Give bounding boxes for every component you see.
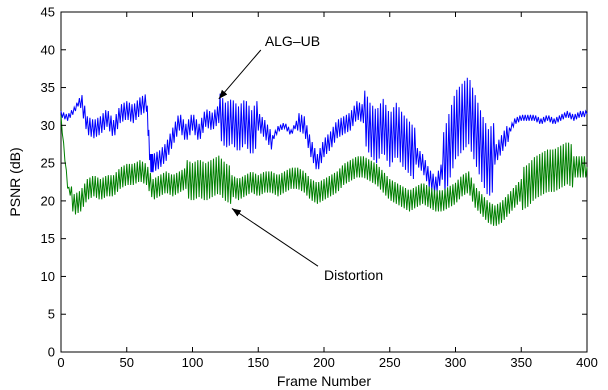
series-line-2 [60, 115, 588, 226]
series-line-1 [60, 77, 588, 196]
series-layer [60, 77, 588, 226]
annotation-arrow-2 [231, 208, 319, 267]
x-tick-label: 400 [576, 355, 598, 370]
x-tick-label: 250 [379, 355, 401, 370]
annotation-label-1: ALG–UB [265, 33, 320, 49]
x-tick-label: 200 [313, 355, 335, 370]
y-tick-label: 5 [48, 307, 55, 322]
y-tick-label: 0 [48, 345, 55, 360]
x-tick-label: 100 [182, 355, 204, 370]
y-tick-label: 35 [41, 80, 55, 95]
y-tick-label: 45 [41, 5, 55, 20]
ticks-layer: 0 50 100 150 200 250 300 350 400 0 5 10 15 20 25 30 35 40… [41, 5, 598, 371]
y-tick-label: 30 [41, 118, 55, 133]
annotation-arrow-1 [218, 49, 262, 100]
x-tick-label: 0 [57, 355, 64, 370]
x-tick-label: 350 [510, 355, 532, 370]
y-tick-label: 20 [41, 193, 55, 208]
y-tick-label: 40 [41, 42, 55, 57]
x-axis-label: Frame Number [277, 373, 371, 389]
y-tick-label: 15 [41, 231, 55, 246]
y-axis-label: PSNR (dB) [7, 147, 23, 216]
x-tick-label: 300 [445, 355, 467, 370]
annotations-layer: ALG–UB Distortion [218, 33, 383, 283]
x-tick-label: 150 [247, 355, 269, 370]
annotation-label-2: Distortion [324, 267, 383, 283]
y-tick-label: 25 [41, 156, 55, 171]
y-tick-label: 10 [41, 269, 55, 284]
x-tick-label: 50 [120, 355, 134, 370]
